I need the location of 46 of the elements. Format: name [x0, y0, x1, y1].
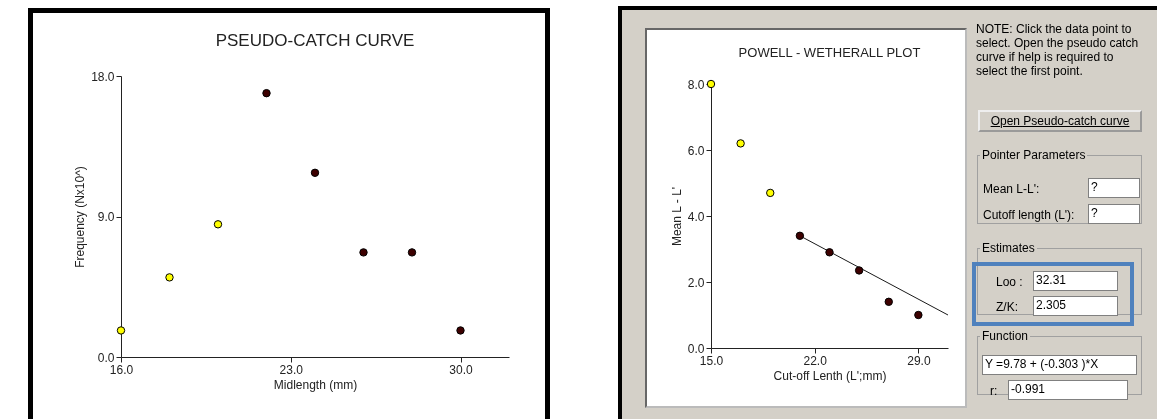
y-tick-label: 18.0 [91, 69, 115, 84]
text-field: Y =9.78 + (-0.303 )*X [982, 355, 1137, 375]
point [359, 248, 368, 257]
open-button: Open Pseudo-catch curve [978, 110, 1142, 132]
x-axis-title: Midlength (mm) [273, 377, 358, 392]
point [165, 273, 174, 282]
y-tick-label: 9.0 [97, 210, 115, 224]
point [407, 248, 417, 257]
y-axis-title: Mean L - L' [669, 186, 684, 247]
y-tick-label: 0.0 [687, 341, 705, 356]
y-tick-label: 4.0 [687, 209, 705, 224]
x-axis-title: Cut-off Lenth (L';mm) [773, 368, 887, 383]
x-tick-label: 16.0 [109, 362, 134, 377]
point [213, 220, 223, 229]
group-box: Pointer Parameters Mean L-L': ? Cutoff length (L'): ? [977, 148, 1142, 224]
point [795, 231, 805, 240]
y-tick-label: 0.0 [97, 350, 115, 365]
point [262, 88, 271, 98]
text-field: ? [1088, 178, 1140, 198]
point [884, 297, 893, 306]
chart-title: POWELL - WETHERALL PLOT [738, 45, 921, 60]
text-field: ? [1088, 204, 1140, 224]
text-field: 2.305 [1033, 296, 1118, 316]
point [914, 310, 923, 320]
group-box: Estimates Loo : 32.31 Z/K: 2.305 [977, 241, 1142, 315]
x-tick-label: 23.0 [279, 362, 304, 377]
text-field: 32.31 [1033, 271, 1118, 291]
y-tick-label: 8.0 [687, 77, 705, 92]
point [706, 79, 716, 89]
y-axis-title: Frequency (Nx10^) [73, 166, 88, 268]
point [766, 188, 775, 198]
point [736, 139, 745, 148]
text-field: -0.991 [1008, 380, 1128, 400]
x-tick-label: 30.0 [449, 362, 473, 377]
x-tick-label: 15.0 [699, 353, 724, 368]
x-tick-label: 29.0 [907, 353, 931, 368]
point [310, 168, 320, 177]
chart-title: PSEUDO-CATCH CURVE [215, 31, 415, 50]
point [854, 266, 864, 275]
x-tick-label: 22.0 [803, 353, 828, 368]
text: NOTE: Click the data point to select. Open the pseudo catch curve if help is required to select the first point. [976, 22, 1140, 78]
y-tick-label: 6.0 [687, 143, 705, 158]
y-tick-label: 2.0 [687, 275, 705, 290]
point [116, 326, 126, 335]
point [456, 326, 465, 335]
point [825, 248, 834, 257]
